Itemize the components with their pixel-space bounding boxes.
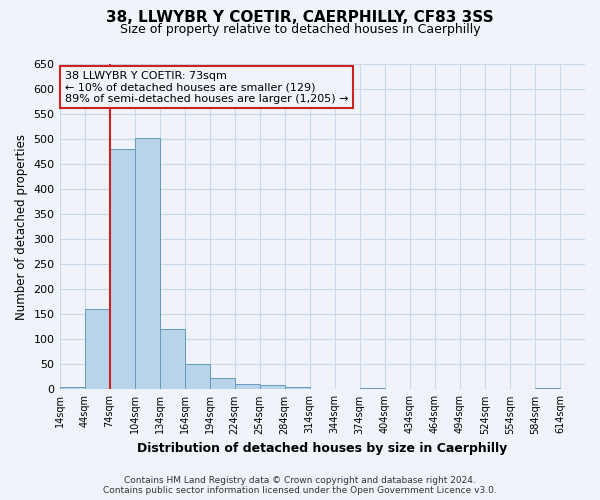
Text: Contains HM Land Registry data © Crown copyright and database right 2024.
Contai: Contains HM Land Registry data © Crown c… — [103, 476, 497, 495]
Bar — [285, 387, 310, 390]
Y-axis label: Number of detached properties: Number of detached properties — [15, 134, 28, 320]
Bar — [185, 364, 209, 390]
Text: Size of property relative to detached houses in Caerphilly: Size of property relative to detached ho… — [119, 22, 481, 36]
Bar — [360, 388, 385, 390]
X-axis label: Distribution of detached houses by size in Caerphilly: Distribution of detached houses by size … — [137, 442, 508, 455]
Bar — [85, 310, 110, 390]
Text: 38, LLWYBR Y COETIR, CAERPHILLY, CF83 3SS: 38, LLWYBR Y COETIR, CAERPHILLY, CF83 3S… — [106, 10, 494, 25]
Text: 38 LLWYBR Y COETIR: 73sqm
← 10% of detached houses are smaller (129)
89% of semi: 38 LLWYBR Y COETIR: 73sqm ← 10% of detac… — [65, 70, 348, 104]
Bar — [535, 388, 560, 390]
Bar — [59, 387, 85, 390]
Bar — [260, 386, 285, 390]
Bar — [110, 149, 134, 390]
Bar — [209, 378, 235, 390]
Bar — [235, 384, 260, 390]
Bar — [160, 330, 185, 390]
Bar — [134, 138, 160, 390]
